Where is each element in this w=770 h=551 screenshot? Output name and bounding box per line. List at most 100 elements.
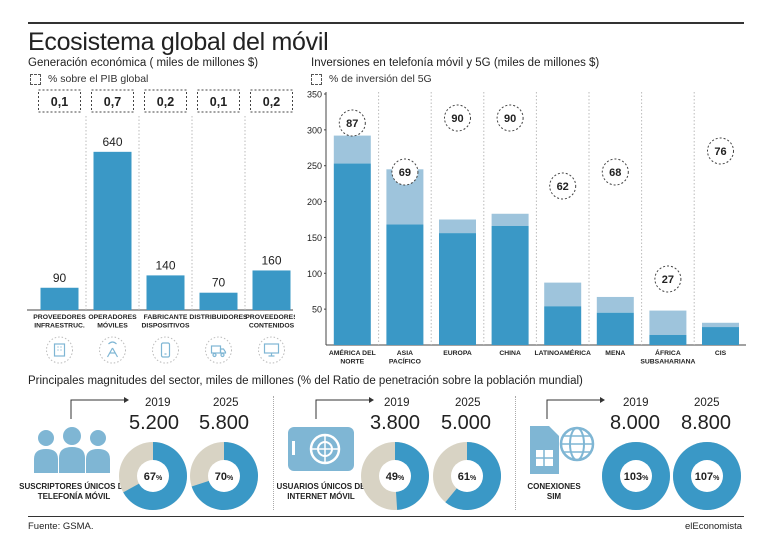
category-tick-label: MENA	[605, 350, 625, 357]
pib-pct-label: 0,2	[157, 95, 174, 109]
donut-2025-subscribers: 70%	[190, 442, 258, 510]
right-subtitle: Inversiones en telefonía móvil y 5G (mil…	[311, 57, 600, 69]
smartphone-icon	[152, 336, 179, 364]
page-title: Ecosistema global del móvil	[28, 28, 329, 56]
category-tick-label: DISPOSITIVOS	[142, 323, 190, 330]
group1-label: SUSCRIPTORES ÚNICOS DE TELEFONÍA MÓVIL	[19, 482, 129, 501]
category-tick-label: OPERADORES	[88, 314, 137, 321]
left-subtitle: Generación económica ( miles de millones…	[28, 57, 259, 69]
brand-logo: elEconomista	[684, 521, 742, 532]
right-legend-label: % de inversión del 5G	[329, 73, 432, 85]
investment-mobile-bar	[596, 312, 634, 345]
group1-value-2025: 5.800	[199, 412, 250, 434]
pct-5g-badge	[549, 172, 577, 200]
group2-year-2019: 2019	[384, 397, 410, 409]
investment-mobile-bar	[439, 233, 476, 345]
top-rule	[28, 22, 744, 24]
y-tick-label: 150	[307, 233, 322, 243]
pct-5g-label: 68	[609, 167, 621, 179]
donut-hole	[620, 460, 652, 492]
category-tick-label: SUBSAHARIANA	[640, 359, 695, 366]
category-tick-label: FABRICANTE	[144, 314, 188, 321]
building-icon	[46, 336, 73, 364]
investment-5g-bar	[491, 213, 529, 226]
pct-5g-badge	[707, 137, 734, 165]
phone-globe-icon	[288, 427, 354, 471]
pct-symbol: %	[156, 475, 163, 482]
antenna-icon-glyph	[106, 341, 119, 358]
category-tick-label: INFRAESTRUC.	[34, 323, 85, 330]
right-legend: % de inversión del 5G	[311, 73, 432, 85]
category-tick-label: DISTRIBUIDORES	[189, 314, 248, 321]
pct-5g-badge	[601, 158, 629, 186]
separator	[515, 396, 516, 510]
category-tick-label: ASIA	[397, 350, 413, 357]
pct-symbol: %	[398, 475, 405, 482]
donut-share	[395, 442, 429, 510]
donut-2025-sim: 107%	[673, 442, 741, 510]
investment-mobile-bar	[544, 306, 582, 345]
pib-pct-box	[144, 89, 187, 113]
group1-year-2025: 2025	[213, 397, 239, 409]
group2-arrow-icon	[315, 397, 374, 419]
investment-mobile-bar	[333, 163, 371, 345]
category-tick-label: PROVEEDORES	[33, 314, 86, 321]
antenna-icon	[99, 336, 126, 364]
group3-year-2025: 2025	[694, 397, 720, 409]
generation-value-label: 90	[53, 271, 67, 285]
category-tick-label: PROVEEDORES	[245, 314, 295, 321]
left-legend-label: % sobre el PIB global	[48, 73, 149, 85]
donut-2019-subscribers: 67%	[119, 442, 187, 510]
category-tick-label: ÁFRICA	[655, 348, 681, 357]
y-tick-label: 300	[307, 125, 322, 135]
donut-2019-internet: 49%	[361, 442, 429, 510]
investment-mobile-bar	[649, 334, 687, 345]
truck-icon	[205, 336, 232, 364]
pib-pct-box	[91, 89, 134, 113]
pct-5g-badge	[654, 265, 682, 293]
group2-value-2025: 5.000	[441, 412, 492, 434]
investment-5g-bar	[702, 322, 739, 328]
investment-5g-bar	[649, 310, 687, 335]
group3-value-2019: 8.000	[610, 412, 661, 434]
generation-bar	[93, 151, 132, 310]
bottom-rule	[28, 516, 744, 517]
separator	[273, 396, 274, 510]
donut-hole	[137, 460, 169, 492]
category-tick-label: AMÉRICA DEL	[329, 348, 376, 357]
group2-label: USUARIOS ÚNICOS DE INTERNET MÓVIL	[276, 482, 366, 501]
investment-5g-bar	[333, 135, 371, 164]
generation-value-label: 70	[212, 276, 226, 290]
investment-mobile-bar	[702, 327, 739, 345]
investment-5g-bar	[596, 296, 634, 313]
pct-5g-badge	[338, 109, 366, 137]
y-tick-label: 200	[307, 197, 322, 207]
generation-bar	[199, 292, 238, 310]
pct-symbol: %	[642, 475, 649, 482]
group2-year-2025: 2025	[455, 397, 481, 409]
group3-arrow-icon	[546, 397, 605, 419]
group3-value-2025: 8.800	[681, 412, 732, 434]
investment-stacked-bar-chart: 50 100 150 200 250 300 350 87 AMÉRICA DEL NORTE 69…	[307, 90, 746, 366]
pib-pct-label: 0,2	[263, 95, 280, 109]
group1-year-2019: 2019	[145, 397, 171, 409]
truck-icon-glyph	[210, 345, 227, 358]
pct-5g-badge	[444, 104, 471, 132]
investment-mobile-bar	[386, 224, 424, 345]
smartphone-icon-glyph	[160, 342, 171, 358]
pct-5g-label: 90	[504, 113, 516, 125]
sim-globe-icon	[530, 426, 595, 474]
donut-hole	[379, 460, 411, 492]
y-tick-label: 100	[307, 269, 322, 279]
pib-pct-box	[250, 89, 293, 113]
group3-year-2019: 2019	[623, 397, 649, 409]
pct-5g-label: 76	[714, 146, 726, 158]
generation-value-label: 640	[102, 135, 122, 149]
category-tick-label: CIS	[715, 350, 727, 357]
pct-5g-label: 87	[346, 118, 358, 130]
people-icon	[34, 427, 110, 473]
generation-value-label: 160	[261, 253, 281, 267]
investment-5g-bar	[439, 219, 476, 234]
legend-dashed-box-icon	[311, 73, 322, 85]
category-tick-label: PACÍFICO	[389, 357, 421, 366]
